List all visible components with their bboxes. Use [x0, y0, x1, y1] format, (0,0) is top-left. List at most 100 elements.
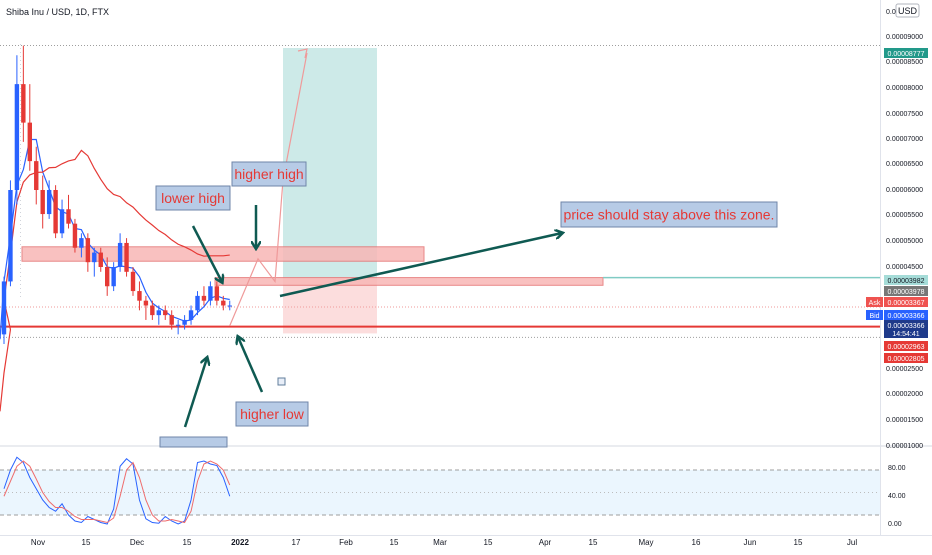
candle-body[interactable]	[1, 281, 7, 335]
ma-red-line[interactable]	[0, 149, 230, 412]
price-badge[interactable]	[884, 320, 928, 338]
candle-body[interactable]	[105, 267, 110, 287]
higher-low-arrow-2[interactable]	[238, 337, 264, 393]
price-badge[interactable]	[884, 275, 928, 285]
candle-body[interactable]	[111, 267, 116, 287]
price-tick-label: 0.00001000	[886, 443, 923, 450]
price-badge-tag-label: Bid	[869, 313, 879, 320]
price-tick-label: 0.00007500	[886, 111, 923, 118]
oscillator-tick-label: 80.00	[888, 465, 906, 472]
candle-body[interactable]	[117, 242, 123, 267]
price-badge[interactable]	[884, 353, 928, 363]
candle-body[interactable]	[72, 223, 78, 248]
price-tick-label: 0.00004500	[886, 264, 923, 271]
candle-body[interactable]	[163, 310, 168, 316]
candle-body[interactable]	[66, 209, 71, 224]
higher-high-label: higher high	[234, 166, 303, 182]
candle-body[interactable]	[130, 271, 136, 292]
price-badge-label: 0.00003982	[888, 278, 925, 285]
price-tick-label: 0.00008000	[886, 85, 923, 92]
stay-above-label: price should stay above this zone.	[564, 207, 775, 223]
candle-body[interactable]	[227, 305, 232, 307]
candle-body[interactable]	[182, 319, 187, 325]
price-tick-label: 0.00001500	[886, 417, 923, 424]
resistance-zone-rect[interactable]	[21, 246, 425, 262]
candle-body[interactable]	[143, 300, 149, 306]
candle-body[interactable]	[79, 238, 84, 248]
price-badge[interactable]	[884, 48, 928, 58]
candle-body[interactable]	[85, 238, 91, 263]
stoch-k-line[interactable]	[3, 456, 231, 525]
higher-low-label: higher low	[240, 406, 305, 422]
higher-low-arrow[interactable]	[183, 358, 207, 428]
time-tick-label: 15	[589, 538, 598, 547]
candle-body[interactable]	[92, 252, 97, 263]
lower-low-label-box-clipped[interactable]	[159, 436, 228, 448]
stoch-d-line[interactable]	[3, 460, 231, 524]
price-tick-label: 0.00002000	[886, 391, 923, 398]
price-badge-tag[interactable]	[866, 297, 883, 307]
candle-body[interactable]	[208, 286, 213, 301]
candle-body[interactable]	[201, 295, 207, 301]
price-badge[interactable]	[884, 310, 928, 320]
candle-body[interactable]	[150, 305, 155, 316]
candle-body[interactable]	[34, 161, 39, 190]
candle-body[interactable]	[98, 252, 103, 267]
price-badge-tag-label: Ask	[869, 300, 881, 307]
candle-body[interactable]	[53, 190, 58, 234]
candle-body[interactable]	[40, 190, 45, 215]
currency-button-label: USD	[898, 6, 918, 16]
higher-high-label-box[interactable]	[231, 161, 307, 187]
time-tick-label: 15	[484, 538, 493, 547]
price-badge-label: 0.00003366	[888, 313, 925, 320]
candle-body[interactable]	[14, 84, 20, 190]
stay-above-label-box[interactable]	[560, 201, 778, 228]
candle-body[interactable]	[59, 209, 65, 234]
price-badge[interactable]	[884, 297, 928, 307]
lower-high-arrow[interactable]	[191, 225, 222, 282]
oscillator-tick-label: 0.00	[888, 521, 902, 528]
stop-zone-box[interactable]	[283, 277, 377, 334]
candle-body[interactable]	[188, 310, 194, 320]
price-badge-label: 0.00002805	[888, 356, 925, 363]
time-tick-label: Apr	[539, 538, 552, 547]
lower-high-label: lower high	[161, 190, 225, 206]
time-tick-label: May	[638, 538, 653, 547]
price-badge-label: 0.00003366	[888, 323, 925, 330]
time-tick-label: 15	[82, 538, 91, 547]
price-badge-label: 0.00002963	[888, 344, 925, 351]
projection-path[interactable]	[229, 52, 308, 326]
currency-button[interactable]	[895, 3, 920, 18]
time-tick-label: Jun	[744, 538, 757, 547]
candle-body[interactable]	[46, 190, 52, 215]
candle-body[interactable]	[8, 190, 13, 282]
candle-body[interactable]	[175, 324, 181, 326]
square-marker[interactable]	[277, 377, 286, 386]
price-badge-label: 0.00003367	[888, 300, 925, 307]
price-tick-label: 0.00009000	[886, 34, 923, 41]
higher-low-label-box[interactable]	[235, 401, 309, 427]
candle-body[interactable]	[21, 84, 26, 123]
candle-body[interactable]	[169, 315, 174, 325]
candle-body[interactable]	[195, 295, 200, 311]
candle-body[interactable]	[137, 291, 142, 301]
stay-above-arrow[interactable]	[279, 233, 562, 298]
candle-body[interactable]	[221, 300, 226, 306]
symbol-title: Shiba Inu / USD, 1D, FTX	[6, 7, 109, 17]
candle-body[interactable]	[156, 310, 161, 316]
price-tick-label: 0.00006000	[886, 187, 923, 194]
countdown-label: 14:54:41	[892, 331, 919, 338]
time-tick-label: 17	[292, 538, 301, 547]
price-badge[interactable]	[884, 341, 928, 351]
candle-body[interactable]	[124, 242, 129, 272]
candle-body[interactable]	[214, 286, 220, 301]
time-tick-label: Mar	[433, 538, 447, 547]
price-tick-label: 0.00007000	[886, 136, 923, 143]
time-tick-label: Dec	[130, 538, 144, 547]
candle-body[interactable]	[27, 122, 32, 162]
lower-high-label-box[interactable]	[155, 185, 231, 211]
price-badge-tag[interactable]	[866, 310, 883, 320]
price-badge[interactable]	[884, 286, 928, 296]
price-tick-label: 0.00005000	[886, 238, 923, 245]
